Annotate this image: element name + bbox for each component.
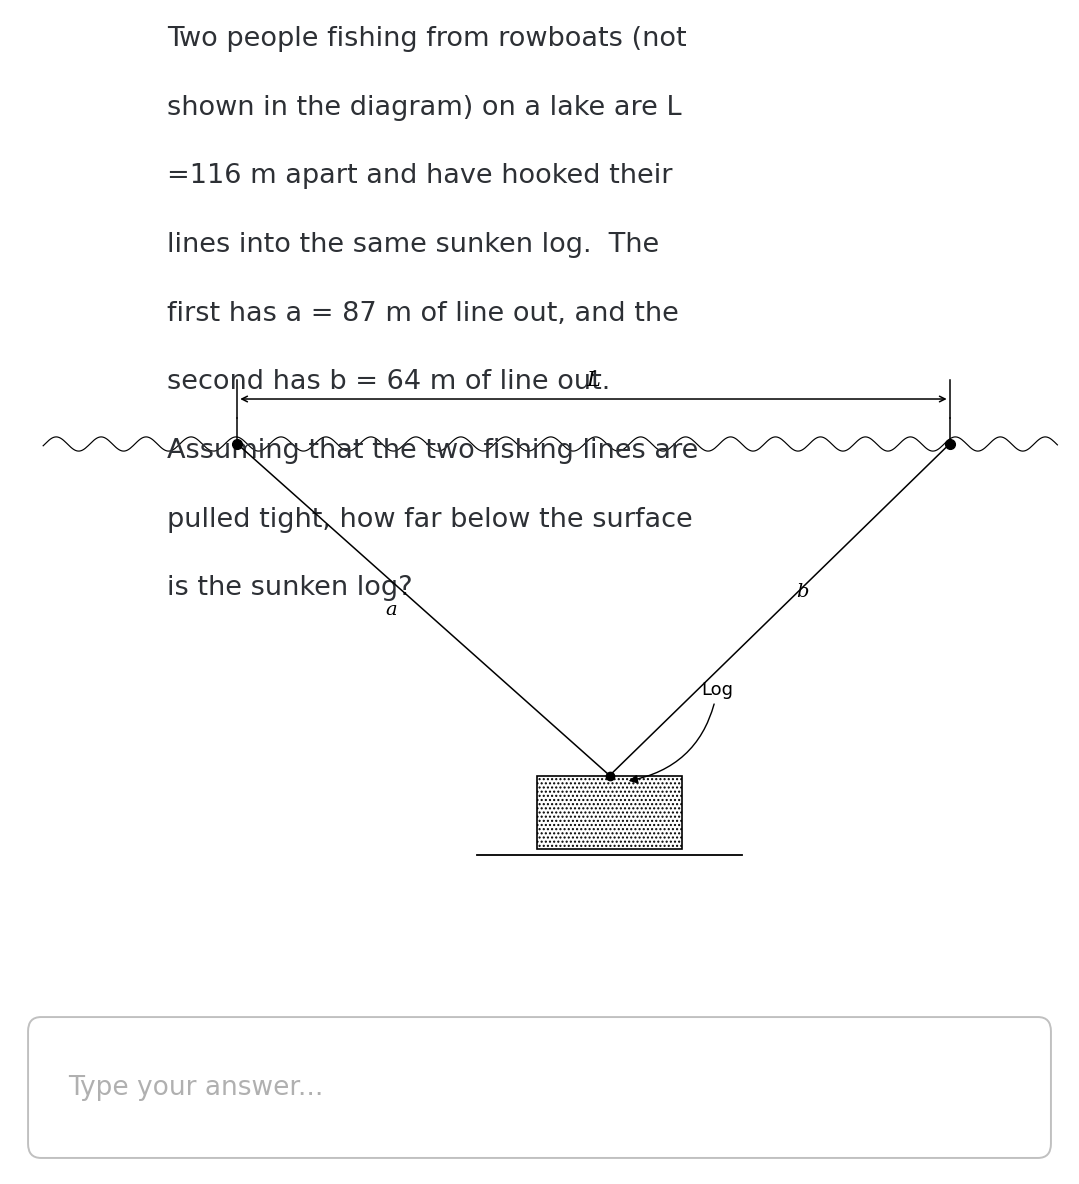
Text: Assuming that the two fishing lines are: Assuming that the two fishing lines are (167, 438, 698, 464)
Text: second has b = 64 m of line out.: second has b = 64 m of line out. (167, 369, 611, 395)
Text: lines into the same sunken log.  The: lines into the same sunken log. The (167, 232, 659, 258)
Bar (536, 776, 682, 849)
Text: b: b (795, 583, 808, 601)
Text: Type your answer...: Type your answer... (68, 1075, 324, 1100)
Text: is the sunken log?: is the sunken log? (167, 575, 413, 601)
Text: pulled tight, how far below the surface: pulled tight, how far below the surface (167, 507, 693, 533)
FancyBboxPatch shape (28, 1017, 1051, 1158)
Text: shown in the diagram) on a lake are L: shown in the diagram) on a lake are L (167, 95, 682, 121)
Text: a: a (385, 600, 396, 619)
Text: =116 m apart and have hooked their: =116 m apart and have hooked their (167, 163, 672, 189)
Text: L: L (587, 371, 600, 390)
Text: Two people fishing from rowboats (not: Two people fishing from rowboats (not (167, 26, 687, 52)
Text: Log: Log (630, 681, 734, 783)
Text: first has a = 87 m of line out, and the: first has a = 87 m of line out, and the (167, 301, 679, 327)
